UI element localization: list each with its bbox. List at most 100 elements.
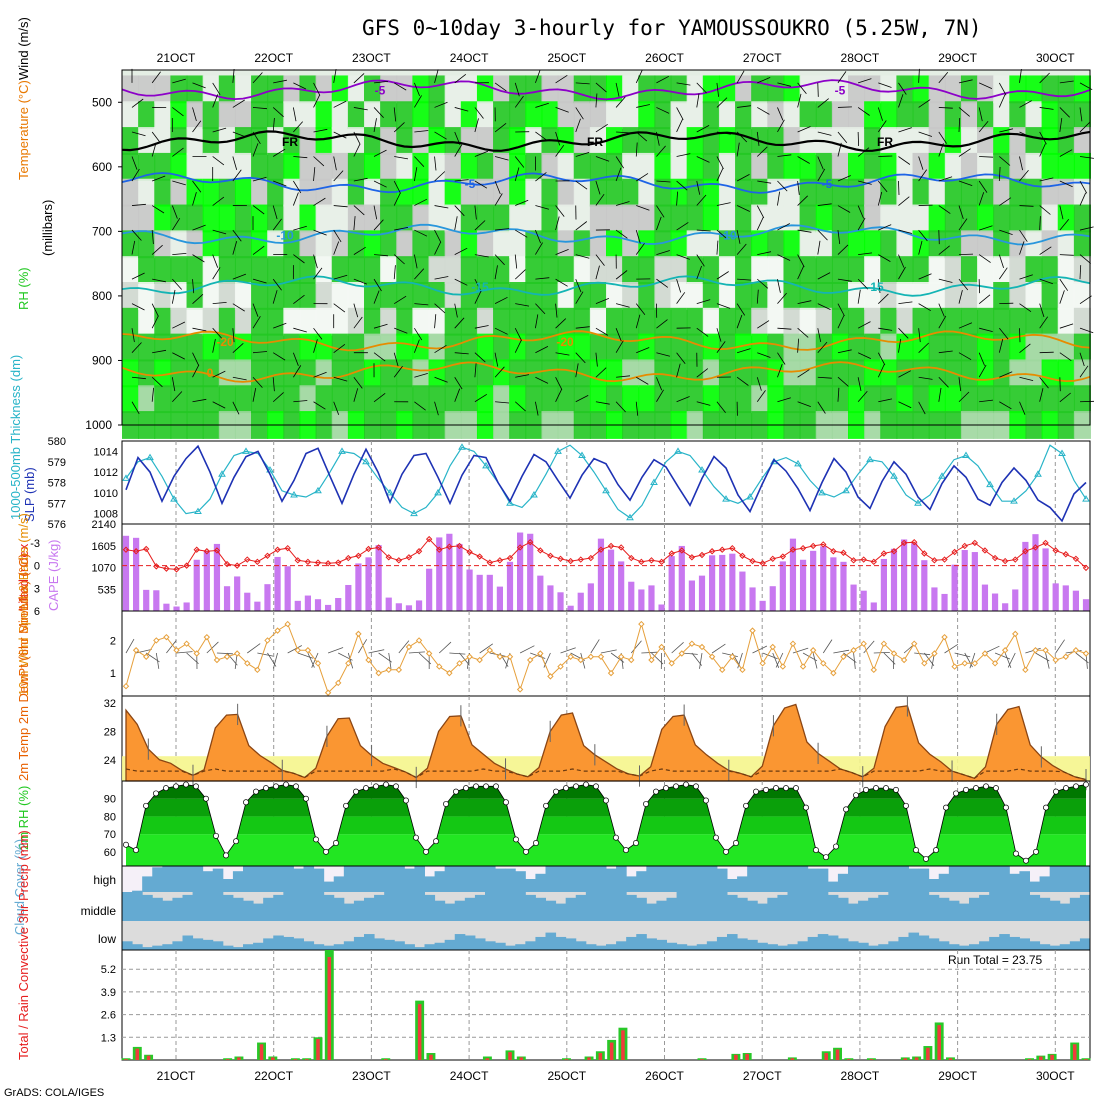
wind-barb [293, 400, 308, 403]
li-tick-label: 3 [34, 583, 40, 595]
rh-cell [654, 178, 672, 207]
wind-barb [152, 175, 166, 182]
rh-cell [751, 359, 769, 388]
cloud-cover-bar [807, 892, 819, 921]
rh-cell [573, 256, 591, 284]
wind-barb [535, 131, 547, 141]
pressure-tick-label: 900 [92, 353, 112, 367]
precip-convective-bar [609, 1042, 614, 1060]
wind-speed-point [153, 637, 160, 644]
cloud-cover-bar [696, 944, 708, 950]
wind-barb [434, 156, 437, 171]
wind-barb [817, 168, 826, 182]
precip-convective-bar [383, 1059, 388, 1060]
wind-barb [857, 352, 871, 359]
wind-barb [252, 351, 268, 354]
rh-point [993, 785, 999, 792]
thickness-point [962, 451, 970, 459]
rh-point [903, 802, 909, 809]
wind-barb [474, 290, 482, 304]
cloud-cover-bar [646, 903, 657, 921]
rh-cell [670, 282, 688, 310]
wind-barb [313, 82, 321, 96]
rh-cell [460, 127, 478, 155]
wind-barb [877, 180, 888, 193]
cloud-cover-bar [1009, 873, 1020, 892]
cape-bar [658, 604, 665, 611]
thickness-point [746, 493, 754, 500]
cloud-cover-bar [364, 897, 375, 921]
li-point [708, 548, 716, 555]
rh-cell [186, 178, 204, 207]
cloud-cover-bar [969, 866, 980, 892]
wind-barb [131, 401, 140, 415]
thickness-point [1010, 497, 1018, 504]
wind-barb [212, 327, 223, 339]
rh-cell [864, 230, 882, 259]
wind-barb [494, 193, 503, 206]
cloud-cover-bar [908, 932, 920, 950]
rh-cell [1073, 230, 1091, 259]
wind-barb [756, 377, 762, 391]
wind-barb [857, 289, 861, 304]
wind-barb [555, 216, 560, 231]
wind-barb [756, 289, 759, 304]
isotherm-label: FR [282, 135, 298, 149]
wind-barb [131, 229, 142, 241]
wind-barb [595, 352, 598, 367]
wind-speed-point [921, 660, 928, 667]
li-point [1001, 557, 1009, 565]
wind-barb [938, 303, 945, 317]
panel-frame [121, 610, 1091, 697]
rh-cell [1073, 178, 1091, 207]
cloud-cover-bar [918, 892, 930, 921]
wind-barb [575, 152, 590, 157]
cloud-cover-bar [505, 945, 516, 950]
wind-barb [575, 107, 584, 120]
wind-barb [797, 229, 812, 233]
cloud-cover-bar [858, 900, 869, 921]
li-point [375, 544, 382, 551]
wind-barb [918, 376, 933, 380]
cloud-cover-bar [575, 941, 587, 950]
rh-point [163, 785, 169, 792]
cloud-cover-bar [1039, 944, 1051, 950]
surface-wind-barb [722, 652, 738, 657]
wind-barb [575, 278, 582, 293]
rh-cell [767, 282, 785, 310]
thickness-tick-label: 577 [48, 498, 66, 510]
li-point [355, 552, 362, 559]
cape-bar [618, 561, 625, 611]
rh-point [773, 785, 779, 792]
cape-bar [628, 581, 635, 611]
rh-cell [993, 282, 1011, 310]
rh-cell [347, 178, 365, 207]
rh-cell [444, 385, 462, 414]
rh-cell [686, 152, 704, 181]
wind-barb [151, 387, 154, 402]
rh-cell [783, 204, 801, 233]
rh-cell [864, 359, 882, 388]
rh-cell [476, 307, 495, 336]
wind-barb [696, 229, 711, 232]
cape-bar [789, 538, 797, 611]
rh-cell [654, 101, 672, 130]
wind-barb [656, 319, 668, 329]
li-point [183, 562, 190, 569]
thickness-point [626, 513, 634, 521]
cloud-cover-bar [243, 866, 254, 892]
rh-cell [1025, 101, 1043, 130]
wind-speed-point [324, 689, 332, 696]
li-point [779, 553, 787, 560]
rh-cell [331, 256, 349, 284]
precip-convective-bar [225, 1059, 230, 1060]
cloud-cover-bar [152, 867, 163, 892]
rh-cell [944, 127, 962, 155]
cape-bar [345, 584, 352, 611]
rh-cell [622, 152, 640, 181]
rh-cell [735, 75, 753, 104]
rh-cell [831, 282, 849, 310]
rh-cell [880, 359, 898, 388]
rh-cell [783, 75, 801, 104]
rh-cell [509, 307, 527, 336]
